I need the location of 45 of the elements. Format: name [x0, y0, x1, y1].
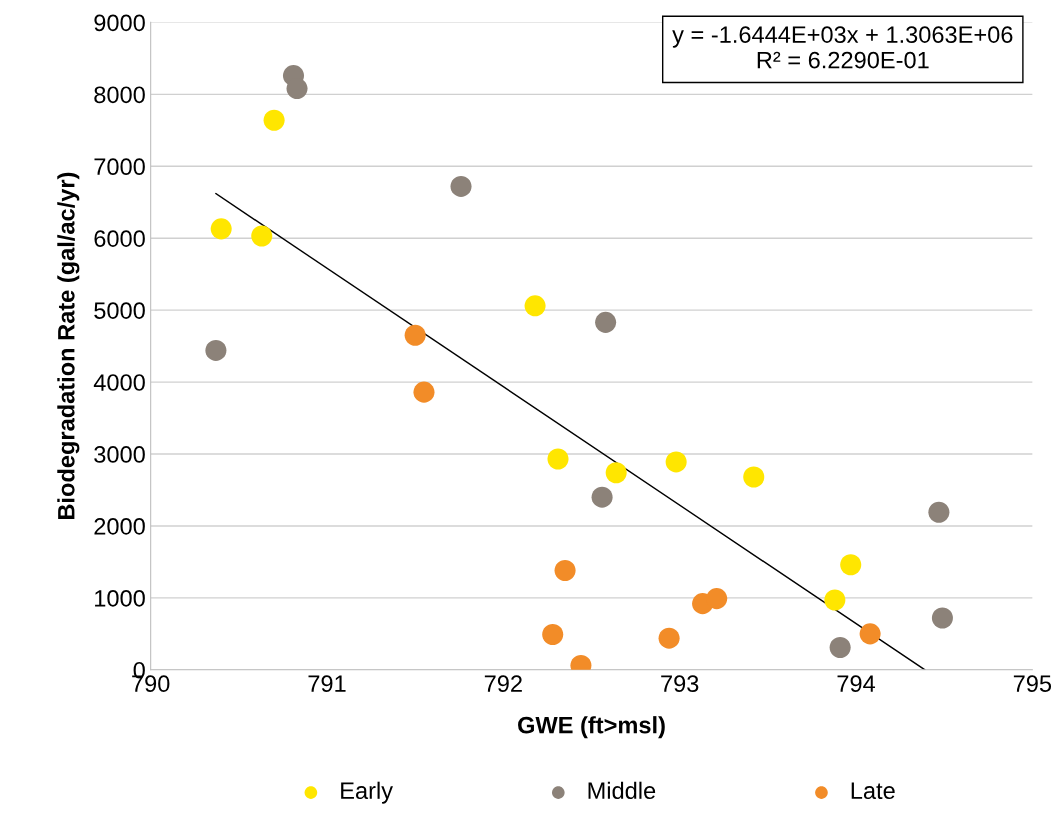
point [928, 501, 950, 523]
legend-label: Late [851, 782, 895, 800]
point [595, 311, 617, 333]
point [706, 588, 728, 610]
x-tick-label: 792 [484, 675, 522, 693]
x-tick-label: 794 [837, 675, 876, 693]
y-tick-label: 9000 [94, 14, 145, 32]
annotation: y = -1.6444E+03x + 1.3063E+06 R² = 6.2290E-01 [672, 26, 1013, 69]
point [205, 339, 227, 361]
point [824, 589, 846, 611]
point [251, 225, 273, 247]
point [450, 175, 472, 197]
legend-label: Middle [588, 781, 656, 800]
point [413, 381, 435, 403]
y-tick-label: 1000 [95, 589, 145, 607]
point [665, 451, 687, 473]
point [840, 554, 862, 576]
point [554, 560, 576, 582]
y-tick-label: 2000 [94, 518, 145, 535]
x-axis-title: GWE (ft>msl) [518, 716, 665, 739]
y-axis-title: Biodegradation Rate (gal/ac/yr) [57, 172, 80, 520]
y-tick-label: 8000 [94, 86, 145, 104]
y-tick-label: 4000 [93, 374, 145, 391]
point [210, 218, 232, 240]
y-tick-label: 7000 [94, 158, 145, 176]
point [859, 623, 881, 645]
point [542, 624, 564, 646]
y-tick-label: 6000 [94, 230, 145, 247]
legend-label: Early [341, 781, 393, 804]
point [743, 466, 765, 488]
y-tick-label: 5000 [94, 302, 145, 319]
x-tick-label: 793 [661, 675, 699, 693]
y-tick-label: 3000 [94, 446, 145, 463]
point [404, 324, 426, 346]
point [658, 627, 680, 649]
point [591, 486, 613, 508]
point [547, 448, 569, 470]
x-tick-label: 795 [1013, 675, 1052, 693]
x-tick-label: 791 [308, 675, 346, 693]
point [931, 607, 953, 629]
point [263, 109, 285, 131]
point [605, 462, 627, 484]
point [286, 78, 308, 100]
point [524, 295, 546, 317]
point [829, 636, 851, 659]
